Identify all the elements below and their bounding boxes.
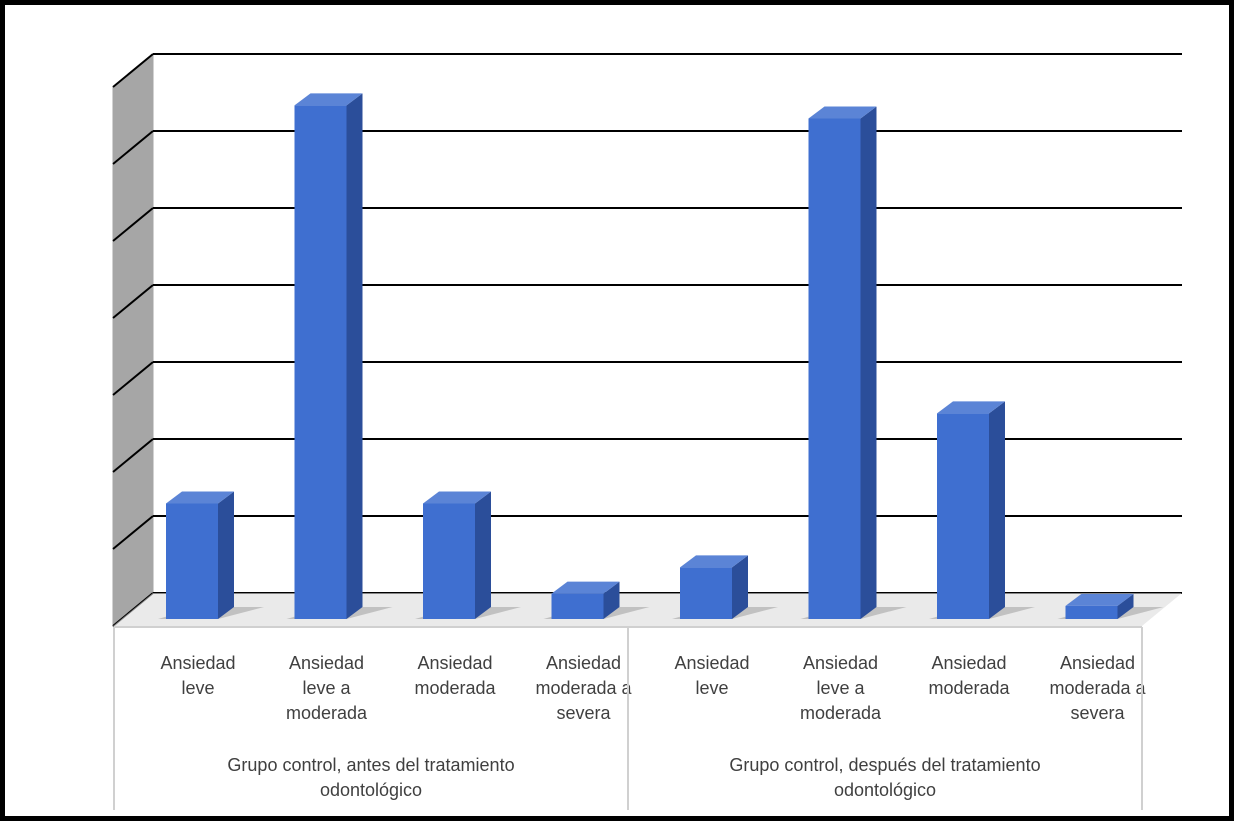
bar-side [989, 401, 1005, 619]
group-label: Grupo control, antes del tratamiento [227, 755, 514, 775]
category-label: Ansiedad [931, 653, 1006, 673]
side-wall [112, 52, 154, 628]
category-label: Ansiedad [546, 653, 621, 673]
bar-top [937, 401, 1005, 414]
gridline-diagonal [112, 361, 154, 396]
bar-side [1117, 593, 1134, 619]
category-label: moderada a [1049, 678, 1146, 698]
group-label: Grupo control, después del tratamiento [729, 755, 1040, 775]
bar-top [680, 555, 748, 568]
category-label: Ansiedad [417, 653, 492, 673]
bar-top [1065, 593, 1134, 606]
bar-side [346, 93, 363, 619]
category-label: severa [1070, 703, 1125, 723]
bar-top [166, 491, 234, 504]
gridline-diagonal [112, 438, 154, 473]
category-label: severa [556, 703, 611, 723]
bar [937, 413, 989, 619]
category-label: Ansiedad [1060, 653, 1135, 673]
bar-top [808, 106, 877, 119]
floor [113, 593, 1182, 626]
category-label: Ansiedad [289, 653, 364, 673]
bar [680, 567, 732, 619]
bar [423, 503, 475, 619]
bar [166, 503, 218, 619]
bar-side [860, 106, 877, 619]
category-label: leve a [816, 678, 865, 698]
bar [808, 118, 861, 619]
bar-top [423, 491, 491, 504]
gridline-diagonal [112, 207, 154, 242]
gridline-diagonal [112, 515, 154, 550]
gridline-diagonal [112, 130, 154, 165]
category-label: moderada [414, 678, 496, 698]
bar-top [551, 581, 620, 594]
category-label: leve a [302, 678, 351, 698]
category-label: Ansiedad [674, 653, 749, 673]
category-label: moderada [928, 678, 1010, 698]
category-label: moderada a [535, 678, 632, 698]
category-label: leve [695, 678, 728, 698]
gridline-diagonal [112, 284, 154, 319]
bar [1065, 605, 1118, 619]
group-label: odontológico [834, 780, 936, 800]
bar [551, 593, 604, 619]
category-label: Ansiedad [160, 653, 235, 673]
gridline-diagonal [112, 53, 154, 88]
bar [294, 105, 347, 619]
bar-side [603, 581, 620, 619]
bar-top [294, 93, 363, 106]
category-label: leve [181, 678, 214, 698]
bar-side [475, 491, 491, 619]
bar-side [732, 555, 748, 619]
category-label: Ansiedad [803, 653, 878, 673]
category-label: moderada [800, 703, 882, 723]
column-chart: Ansiedad leve Ansiedad leve a moderada Ansied… [112, 52, 1182, 810]
category-label: moderada [286, 703, 368, 723]
bar-side [218, 491, 234, 619]
group-label: odontológico [320, 780, 422, 800]
